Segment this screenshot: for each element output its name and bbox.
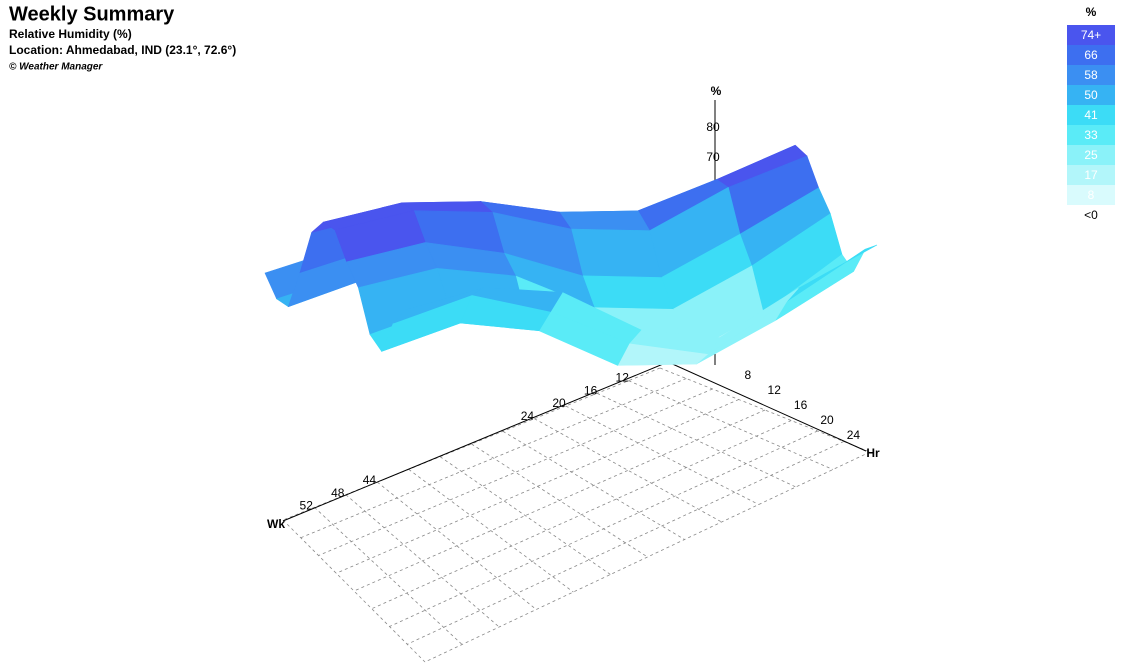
- wk-tick-label: 48: [331, 486, 345, 500]
- legend-swatch: [1067, 45, 1115, 65]
- chart-title: Weekly Summary: [9, 3, 175, 25]
- floor-grid: [565, 405, 759, 505]
- surface-face: [393, 287, 484, 324]
- floor-grid: [318, 388, 713, 556]
- wk-axis-label: Wk: [267, 517, 285, 531]
- hr-tick-label: 16: [794, 398, 808, 412]
- surface-face: [582, 275, 674, 310]
- legend-swatch: [1067, 85, 1115, 105]
- wk-tick-label: 20: [552, 396, 566, 410]
- hr-tick-label: 20: [820, 413, 834, 427]
- wk-tick-label: 52: [300, 499, 314, 513]
- floor-grid: [353, 409, 766, 592]
- floor-grid: [371, 420, 792, 610]
- legend-label: 41: [1084, 108, 1098, 122]
- floor-grid: [376, 481, 537, 610]
- legend-swatch: [1067, 185, 1115, 205]
- legend-swatch: [1067, 145, 1115, 165]
- legend-label: 66: [1084, 48, 1098, 62]
- credit: © Weather Manager: [9, 62, 103, 73]
- floor-grid: [389, 430, 818, 627]
- legend-label: 58: [1084, 68, 1098, 82]
- z-tick-label: 80: [706, 120, 720, 134]
- hr-tick-label: 12: [768, 383, 782, 397]
- chart-subtitle: Relative Humidity (%): [9, 27, 132, 41]
- surface-face: [558, 210, 651, 231]
- floor-grid: [628, 380, 834, 470]
- legend-swatch: [1067, 105, 1115, 125]
- floor-grid: [659, 367, 871, 453]
- floor-grid: [407, 441, 844, 645]
- floor-grid: [345, 494, 500, 628]
- surface-face: [570, 228, 662, 278]
- wk-tick-label: 24: [521, 409, 535, 423]
- legend-label: 33: [1084, 128, 1098, 142]
- floor-grid: [408, 469, 574, 593]
- wk-axis: [282, 361, 669, 522]
- legend-label: 25: [1084, 148, 1098, 162]
- hr-axis-label: Hr: [866, 446, 880, 460]
- wk-tick-label: 44: [363, 473, 377, 487]
- z-axis-label: %: [711, 84, 722, 98]
- legend-swatch: [1067, 65, 1115, 85]
- floor-grid: [424, 451, 871, 663]
- hr-tick-label: 24: [847, 428, 861, 442]
- legend-swatch: [1067, 125, 1115, 145]
- legend-swatch: [1067, 165, 1115, 185]
- legend-label: 17: [1084, 168, 1098, 182]
- wk-tick-label: 12: [616, 371, 630, 385]
- z-tick-label: 70: [706, 150, 720, 164]
- location: Location: Ahmedabad, IND (23.1°, 72.6°): [9, 43, 236, 57]
- floor-grid: [502, 430, 685, 540]
- legend-label: 50: [1084, 88, 1098, 102]
- legend-label: <0: [1084, 208, 1098, 222]
- floor-grid: [336, 399, 739, 574]
- legend-swatch: [1067, 25, 1115, 45]
- legend-title: %: [1086, 5, 1097, 19]
- floor-grid: [534, 418, 722, 523]
- legend-label: 74+: [1081, 28, 1101, 42]
- hr-tick-label: 8: [744, 368, 751, 382]
- legend-label: 8: [1088, 188, 1095, 202]
- floor-grid: [439, 456, 611, 575]
- hr-axis: [667, 361, 867, 452]
- wk-tick-label: 16: [584, 383, 598, 397]
- floor-grid: [314, 507, 463, 645]
